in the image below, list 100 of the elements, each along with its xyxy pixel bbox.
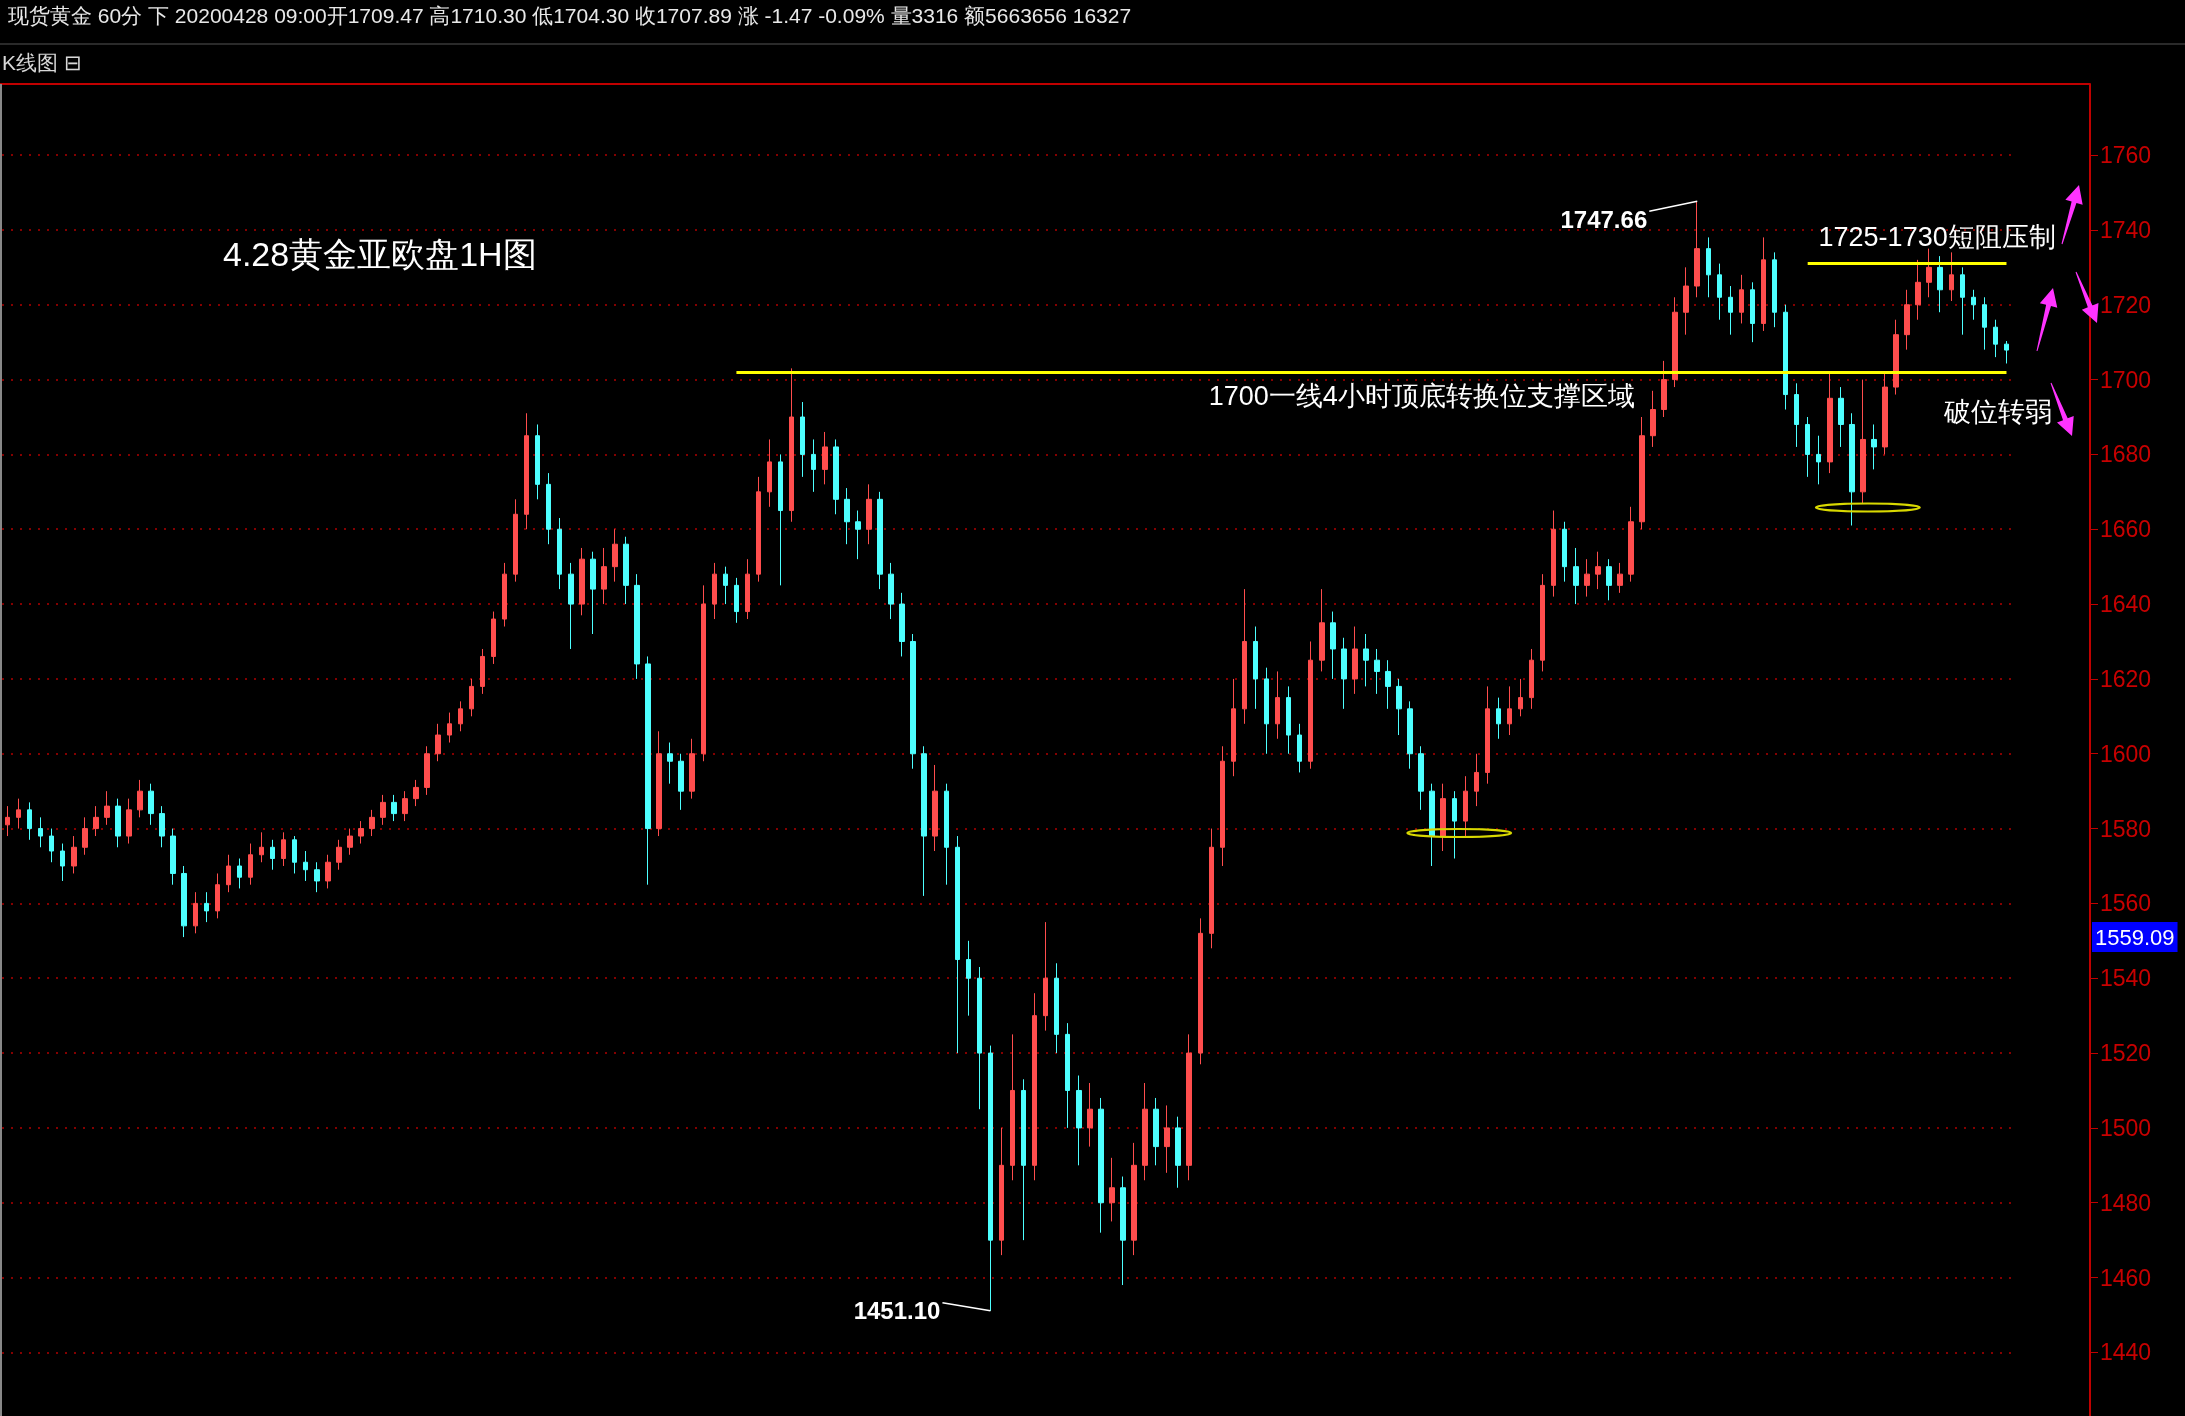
y-tick-label: 1580	[2100, 815, 2152, 842]
y-tick-label: 1700	[2100, 366, 2152, 393]
candlestick	[170, 828, 176, 886]
ref-line-label: 1700一线4小时顶底转换位支撑区域	[1208, 380, 1635, 411]
y-tick-label: 1480	[2100, 1189, 2152, 1216]
candlestick	[1772, 251, 1777, 328]
candlestick	[977, 966, 982, 1110]
candlestick	[1374, 648, 1380, 695]
candlestick	[1043, 921, 1048, 1032]
candlestick	[1937, 255, 1943, 313]
candlestick	[71, 835, 77, 874]
y-tick-label: 1440	[2100, 1339, 2152, 1366]
candlestick	[1982, 296, 1987, 351]
candlestick	[910, 633, 916, 770]
candlestick	[1672, 296, 1678, 388]
candlestick	[623, 536, 629, 605]
candlestick	[778, 453, 783, 586]
candlestick	[568, 562, 574, 650]
candlestick	[1827, 371, 1833, 474]
candlestick	[1286, 685, 1291, 755]
candlestick	[49, 828, 54, 863]
candlestick	[966, 940, 971, 1017]
candlestick	[944, 783, 949, 886]
candlestick	[60, 843, 65, 882]
candlestick	[789, 367, 794, 523]
candlestick	[899, 592, 905, 657]
candlestick	[248, 843, 253, 886]
text: 现货黄金 60分 下 20200428 09:00开1709.47 高1710.30 低1704.30 收1707.89 涨 -1.47 -0.09% 量3316 额5663656 16327	[8, 3, 1132, 29]
candlestick	[1385, 659, 1391, 710]
candlestick	[866, 483, 872, 545]
candlestick	[1639, 416, 1645, 530]
candlestick	[656, 730, 662, 837]
candlestick	[1330, 611, 1336, 680]
candlestick	[1971, 289, 1976, 321]
candlestick	[391, 794, 397, 822]
candlestick	[1617, 562, 1623, 594]
candlestick	[1363, 633, 1369, 687]
candlestick	[1054, 962, 1059, 1054]
candlestick	[237, 858, 242, 889]
candlestick	[469, 678, 474, 717]
candlestick	[1087, 1082, 1093, 1148]
candlestick	[1882, 371, 1888, 455]
candlestick	[325, 854, 331, 889]
candlestick	[1120, 1176, 1126, 1286]
candlestick	[1739, 274, 1744, 324]
candlestick	[833, 438, 839, 515]
candlestick	[1507, 685, 1512, 736]
candlestick	[800, 401, 805, 478]
candlestick	[535, 423, 540, 500]
candlestick	[1142, 1082, 1148, 1181]
candlestick	[1849, 412, 1855, 527]
text: 4.28黄金亚欧盘1H图	[223, 235, 537, 273]
candlestick	[734, 577, 739, 624]
candlestick	[270, 839, 275, 871]
candlestick	[336, 839, 342, 871]
candlestick	[932, 764, 938, 852]
candlestick	[1650, 390, 1656, 448]
candlestick	[413, 779, 419, 807]
candlestick	[689, 738, 695, 800]
candlestick	[1595, 551, 1601, 590]
candlestick	[215, 872, 220, 919]
candlestick	[480, 648, 485, 695]
candlestick	[1540, 573, 1545, 672]
candlestick	[999, 1127, 1004, 1256]
candlestick	[1573, 547, 1579, 605]
candlestick	[1264, 667, 1269, 755]
candlestick	[16, 798, 21, 830]
candlestick	[1783, 304, 1788, 411]
candlestick	[181, 865, 187, 938]
candlestick	[1904, 289, 1910, 351]
candlestick	[1021, 1078, 1026, 1241]
candlestick	[204, 891, 209, 923]
y-tick-label: 1680	[2100, 441, 2152, 468]
candlestick	[579, 547, 585, 616]
y-tick-label: 1540	[2100, 965, 2152, 992]
candlestick	[1010, 1033, 1015, 1181]
y-tick-label: 1500	[2100, 1114, 2152, 1141]
candlestick	[1838, 386, 1844, 448]
candlestick	[1562, 521, 1567, 583]
candlestick	[1529, 648, 1534, 710]
candlestick	[645, 655, 651, 886]
candlestick	[1474, 753, 1479, 807]
candlestick	[358, 820, 364, 845]
candlestick	[1231, 678, 1236, 777]
text: K线图 ⊟	[2, 50, 82, 76]
candlestick	[634, 573, 640, 680]
candlestick	[1706, 236, 1711, 298]
candlestick	[1109, 1157, 1115, 1222]
candlestick	[513, 498, 518, 583]
candlestick	[1628, 506, 1634, 583]
candlestick	[458, 700, 463, 732]
candlestick	[27, 801, 32, 841]
candlestick	[756, 476, 761, 583]
candlestick	[502, 562, 507, 628]
candlestick	[1993, 319, 1998, 358]
y-tick-label: 1560	[2100, 890, 2152, 917]
candlestick	[1452, 790, 1457, 860]
candlestick	[380, 794, 386, 826]
candlestick	[1352, 626, 1358, 695]
candlestick	[1341, 637, 1347, 710]
